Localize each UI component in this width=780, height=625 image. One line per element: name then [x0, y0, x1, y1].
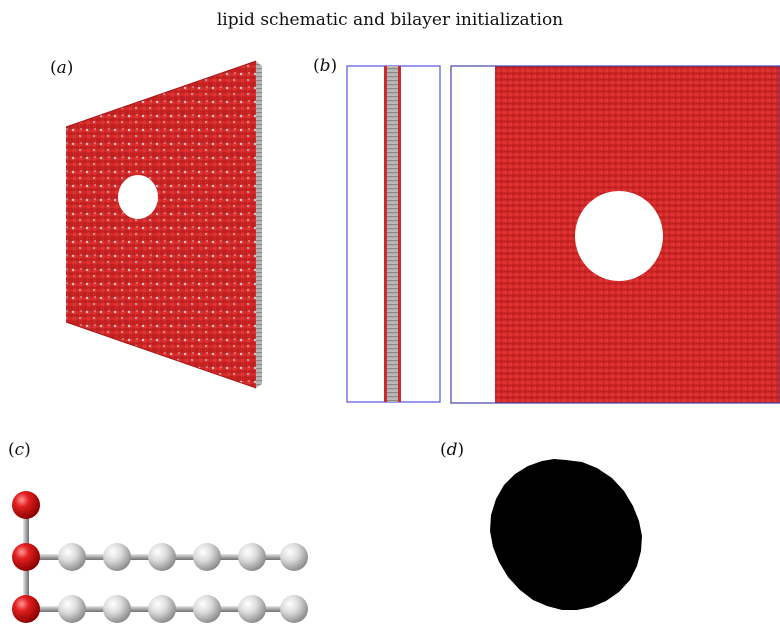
tail-bead [103, 595, 131, 623]
tail-bead [193, 595, 221, 623]
panel-d-pore-mask [490, 459, 642, 610]
tail-bead [148, 543, 176, 571]
tail-bead [58, 543, 86, 571]
head-bead [12, 543, 40, 571]
head-bead [12, 491, 40, 519]
panel-b-side-view [346, 65, 441, 403]
panel-label-c: (c) [8, 440, 31, 460]
tail-bead [238, 595, 266, 623]
tail-bead [103, 543, 131, 571]
tail-bead [238, 543, 266, 571]
panel-c-lipid-schematic [12, 491, 308, 623]
head-bead [12, 595, 40, 623]
panel-b-top-view [450, 65, 780, 404]
panel-label-a: (a) [50, 58, 74, 78]
panel-label-d: (d) [440, 440, 465, 460]
tail-bead [58, 595, 86, 623]
tail-bead [148, 595, 176, 623]
tail-bead [280, 595, 308, 623]
panel-a-membrane [65, 60, 262, 389]
tail-bead [193, 543, 221, 571]
tail-bead [280, 543, 308, 571]
panel-label-b: (b) [313, 56, 338, 76]
figure-title: lipid schematic and bilayer initializati… [216, 10, 564, 30]
